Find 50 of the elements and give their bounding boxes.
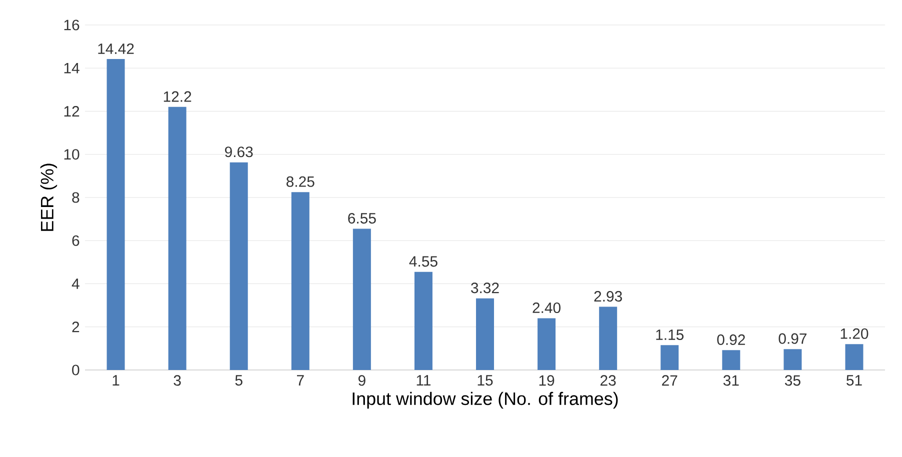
x-tick-label: 5 bbox=[235, 375, 242, 386]
bar bbox=[599, 306, 618, 370]
y-tick-label: 10 bbox=[64, 149, 80, 160]
y-tick-label: 0 bbox=[72, 364, 80, 376]
data-label: 1.15 bbox=[656, 330, 684, 340]
x-tick-label: 27 bbox=[662, 375, 678, 386]
x-tick-label: 19 bbox=[539, 375, 554, 386]
x-tick-label: 31 bbox=[723, 375, 739, 386]
y-tick-label: 4 bbox=[72, 278, 80, 289]
x-tick-label: 7 bbox=[297, 375, 304, 386]
bar bbox=[414, 272, 432, 370]
data-label: 2.93 bbox=[594, 291, 622, 302]
bar bbox=[845, 344, 864, 370]
data-label: 0.92 bbox=[717, 334, 745, 345]
bar bbox=[538, 318, 556, 370]
x-tick-label: 3 bbox=[174, 375, 181, 386]
y-tick-label: 6 bbox=[72, 235, 80, 246]
data-label: 1.20 bbox=[840, 328, 868, 339]
bar bbox=[352, 228, 371, 370]
data-label: 0.97 bbox=[778, 333, 806, 344]
data-label: 9.63 bbox=[225, 146, 253, 158]
data-label: 4.55 bbox=[409, 256, 438, 267]
x-tick-label: 9 bbox=[358, 375, 366, 386]
data-label: 2.40 bbox=[532, 302, 560, 314]
y-axis-title: EER (%) bbox=[40, 164, 58, 231]
x-tick-label: 23 bbox=[600, 375, 616, 386]
data-label: 6.55 bbox=[348, 212, 376, 224]
bar bbox=[106, 59, 125, 370]
x-tick-label: 11 bbox=[416, 375, 430, 386]
y-tick-label: 16 bbox=[64, 20, 80, 30]
x-axis-title: Input window size (No. of frames) bbox=[352, 392, 618, 409]
x-tick-label: 35 bbox=[784, 375, 800, 386]
x-tick-label: 1 bbox=[112, 375, 120, 386]
bar bbox=[660, 345, 679, 370]
x-tick-label: 51 bbox=[846, 375, 862, 386]
bar bbox=[230, 162, 248, 370]
x-tick-label: 15 bbox=[478, 375, 493, 386]
bar bbox=[722, 350, 740, 370]
bar bbox=[784, 349, 802, 370]
y-tick-label: 8 bbox=[72, 192, 80, 203]
data-label: 3.32 bbox=[471, 282, 499, 294]
y-tick-label: 2 bbox=[72, 322, 80, 332]
y-tick-label: 12 bbox=[64, 106, 80, 116]
y-tick-label: 14 bbox=[64, 62, 80, 74]
data-label: 8.25 bbox=[286, 176, 314, 187]
data-label: 12.2 bbox=[164, 91, 192, 102]
bar bbox=[291, 192, 310, 370]
data-label: 14.42 bbox=[98, 43, 134, 54]
bar bbox=[476, 298, 494, 370]
bar bbox=[168, 106, 186, 370]
